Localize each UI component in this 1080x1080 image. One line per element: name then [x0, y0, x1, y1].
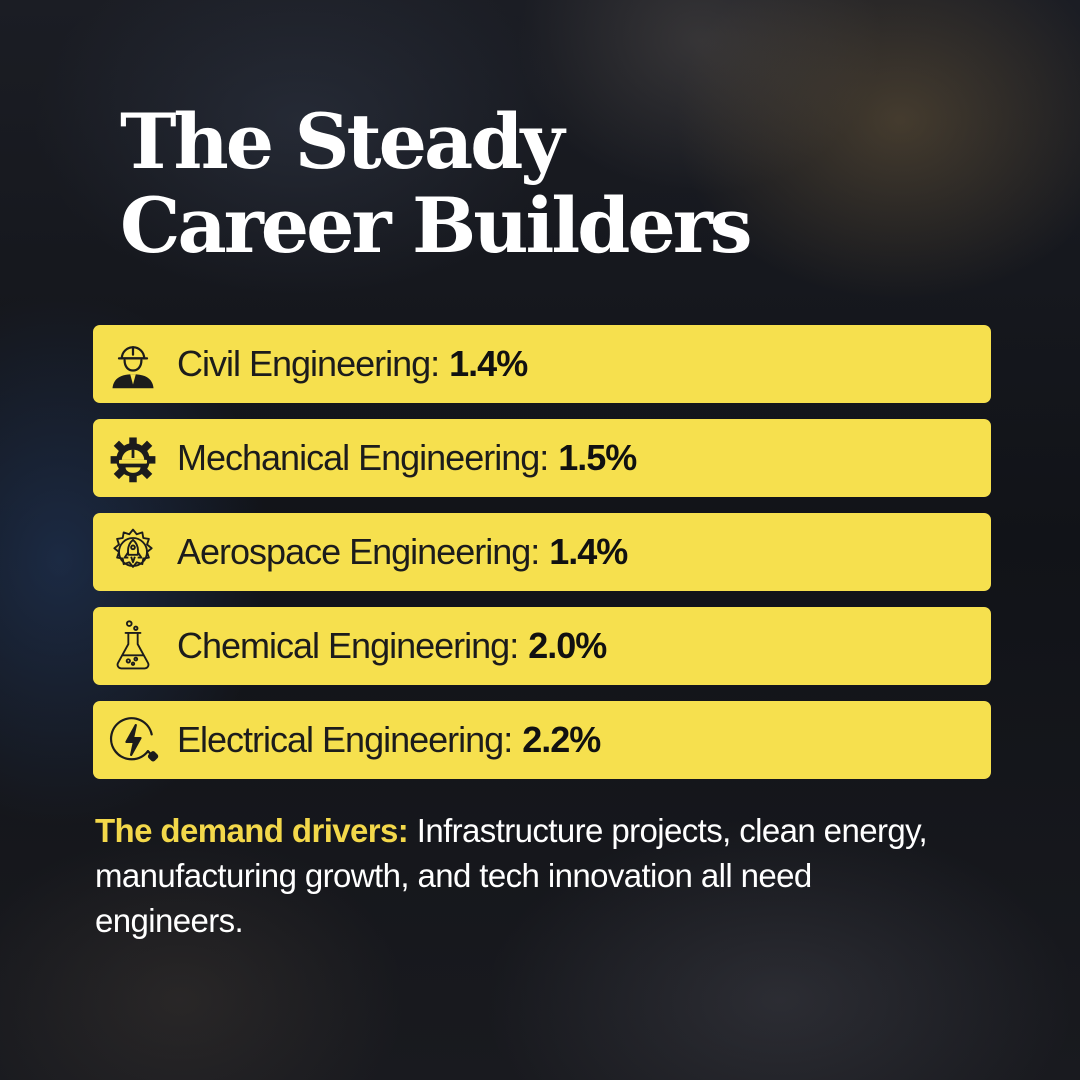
title-line-2: Career Builders [120, 181, 753, 270]
lightning-plug-icon [103, 710, 163, 770]
gear-hardhat-icon [103, 428, 163, 488]
list-item-aerospace: Aerospace Engineering: 1.4% [93, 513, 991, 591]
demand-drivers-note: The demand drivers: Infrastructure proje… [95, 808, 955, 943]
item-value: 1.5% [558, 437, 637, 478]
item-name: Aerospace Engineering: [177, 531, 540, 572]
item-value: 2.2% [522, 719, 601, 760]
page-title: The Steady Career Builders [120, 100, 880, 268]
item-label: Electrical Engineering: 2.2% [177, 719, 601, 761]
list-item-electrical: Electrical Engineering: 2.2% [93, 701, 991, 779]
engineering-list: Civil Engineering: 1.4% [93, 325, 991, 795]
rocket-gear-icon [103, 522, 163, 582]
note-lead: The demand drivers: [95, 812, 409, 849]
list-item-chemical: Chemical Engineering: 2.0% [93, 607, 991, 685]
item-name: Chemical Engineering: [177, 625, 519, 666]
item-value: 2.0% [528, 625, 607, 666]
item-name: Electrical Engineering: [177, 719, 513, 760]
item-name: Civil Engineering: [177, 343, 440, 384]
list-item-mechanical: Mechanical Engineering: 1.5% [93, 419, 991, 497]
item-name: Mechanical Engineering: [177, 437, 549, 478]
flask-icon [103, 616, 163, 676]
item-value: 1.4% [449, 343, 528, 384]
item-label: Aerospace Engineering: 1.4% [177, 531, 628, 573]
item-label: Civil Engineering: 1.4% [177, 343, 528, 385]
note-body: Infrastructure projects, clean energy, m… [95, 812, 928, 939]
civil-engineer-icon [103, 334, 163, 394]
item-label: Mechanical Engineering: 1.5% [177, 437, 637, 479]
title-line-1: The Steady [120, 97, 565, 186]
item-value: 1.4% [549, 531, 628, 572]
list-item-civil: Civil Engineering: 1.4% [93, 325, 991, 403]
item-label: Chemical Engineering: 2.0% [177, 625, 607, 667]
